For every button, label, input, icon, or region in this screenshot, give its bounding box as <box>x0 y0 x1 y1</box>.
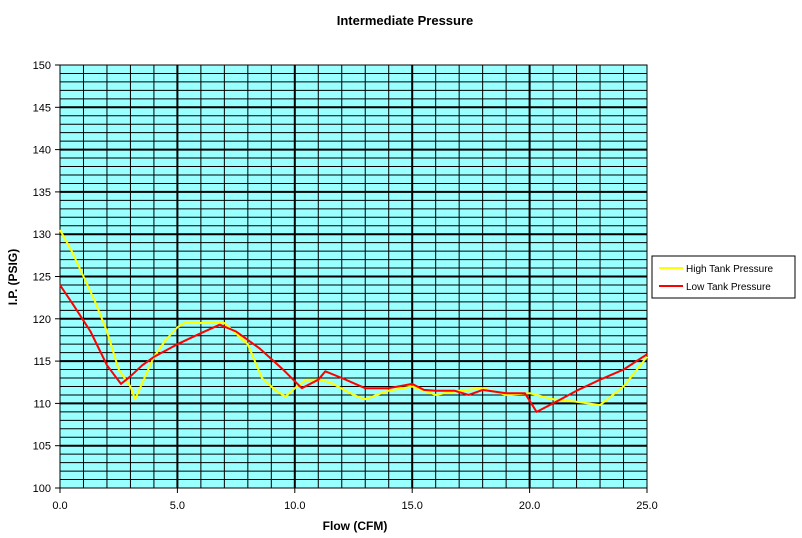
y-tick-label: 115 <box>33 356 51 368</box>
y-tick-label: 145 <box>33 102 51 114</box>
x-tick-label: 5.0 <box>170 500 185 512</box>
chart-title: Intermediate Pressure <box>337 13 474 28</box>
y-tick-label: 150 <box>33 60 51 72</box>
x-tick-label: 0.0 <box>52 500 67 512</box>
legend-box <box>651 255 796 299</box>
x-tick-label: 25.0 <box>636 500 657 512</box>
x-tick-labels: 0.0 5.0 10.0 15.0 20.0 25.0 <box>52 488 658 512</box>
y-tick-label: 120 <box>33 314 51 326</box>
y-tick-label: 135 <box>33 187 51 199</box>
series-line-low-tank-pressure <box>59 284 648 413</box>
legend-label-high-tank: High Tank Pressure <box>686 264 774 275</box>
y-tick-label: 130 <box>33 229 51 241</box>
y-tick-label: 140 <box>33 145 51 157</box>
legend-label-low-tank: Low Tank Pressure <box>686 282 771 293</box>
y-tick-labels: 100 105 110 115 120 125 130 135 140 145 150 <box>33 60 60 495</box>
x-tick-label: 10.0 <box>284 500 305 512</box>
legend: High Tank Pressure Low Tank Pressure <box>651 255 796 299</box>
x-tick-label: 20.0 <box>519 500 540 512</box>
major-gridlines <box>60 65 647 488</box>
y-tick-label: 110 <box>33 398 51 410</box>
y-tick-label: 125 <box>33 272 51 284</box>
y-tick-label: 105 <box>33 441 51 453</box>
series-line-high-tank-pressure <box>59 229 648 407</box>
y-axis-label: I.P. (PSIG) <box>6 249 20 305</box>
x-axis-label: Flow (CFM) <box>323 519 388 533</box>
series-lines <box>59 229 648 413</box>
y-tick-label: 100 <box>33 483 51 495</box>
x-tick-label: 15.0 <box>401 500 422 512</box>
